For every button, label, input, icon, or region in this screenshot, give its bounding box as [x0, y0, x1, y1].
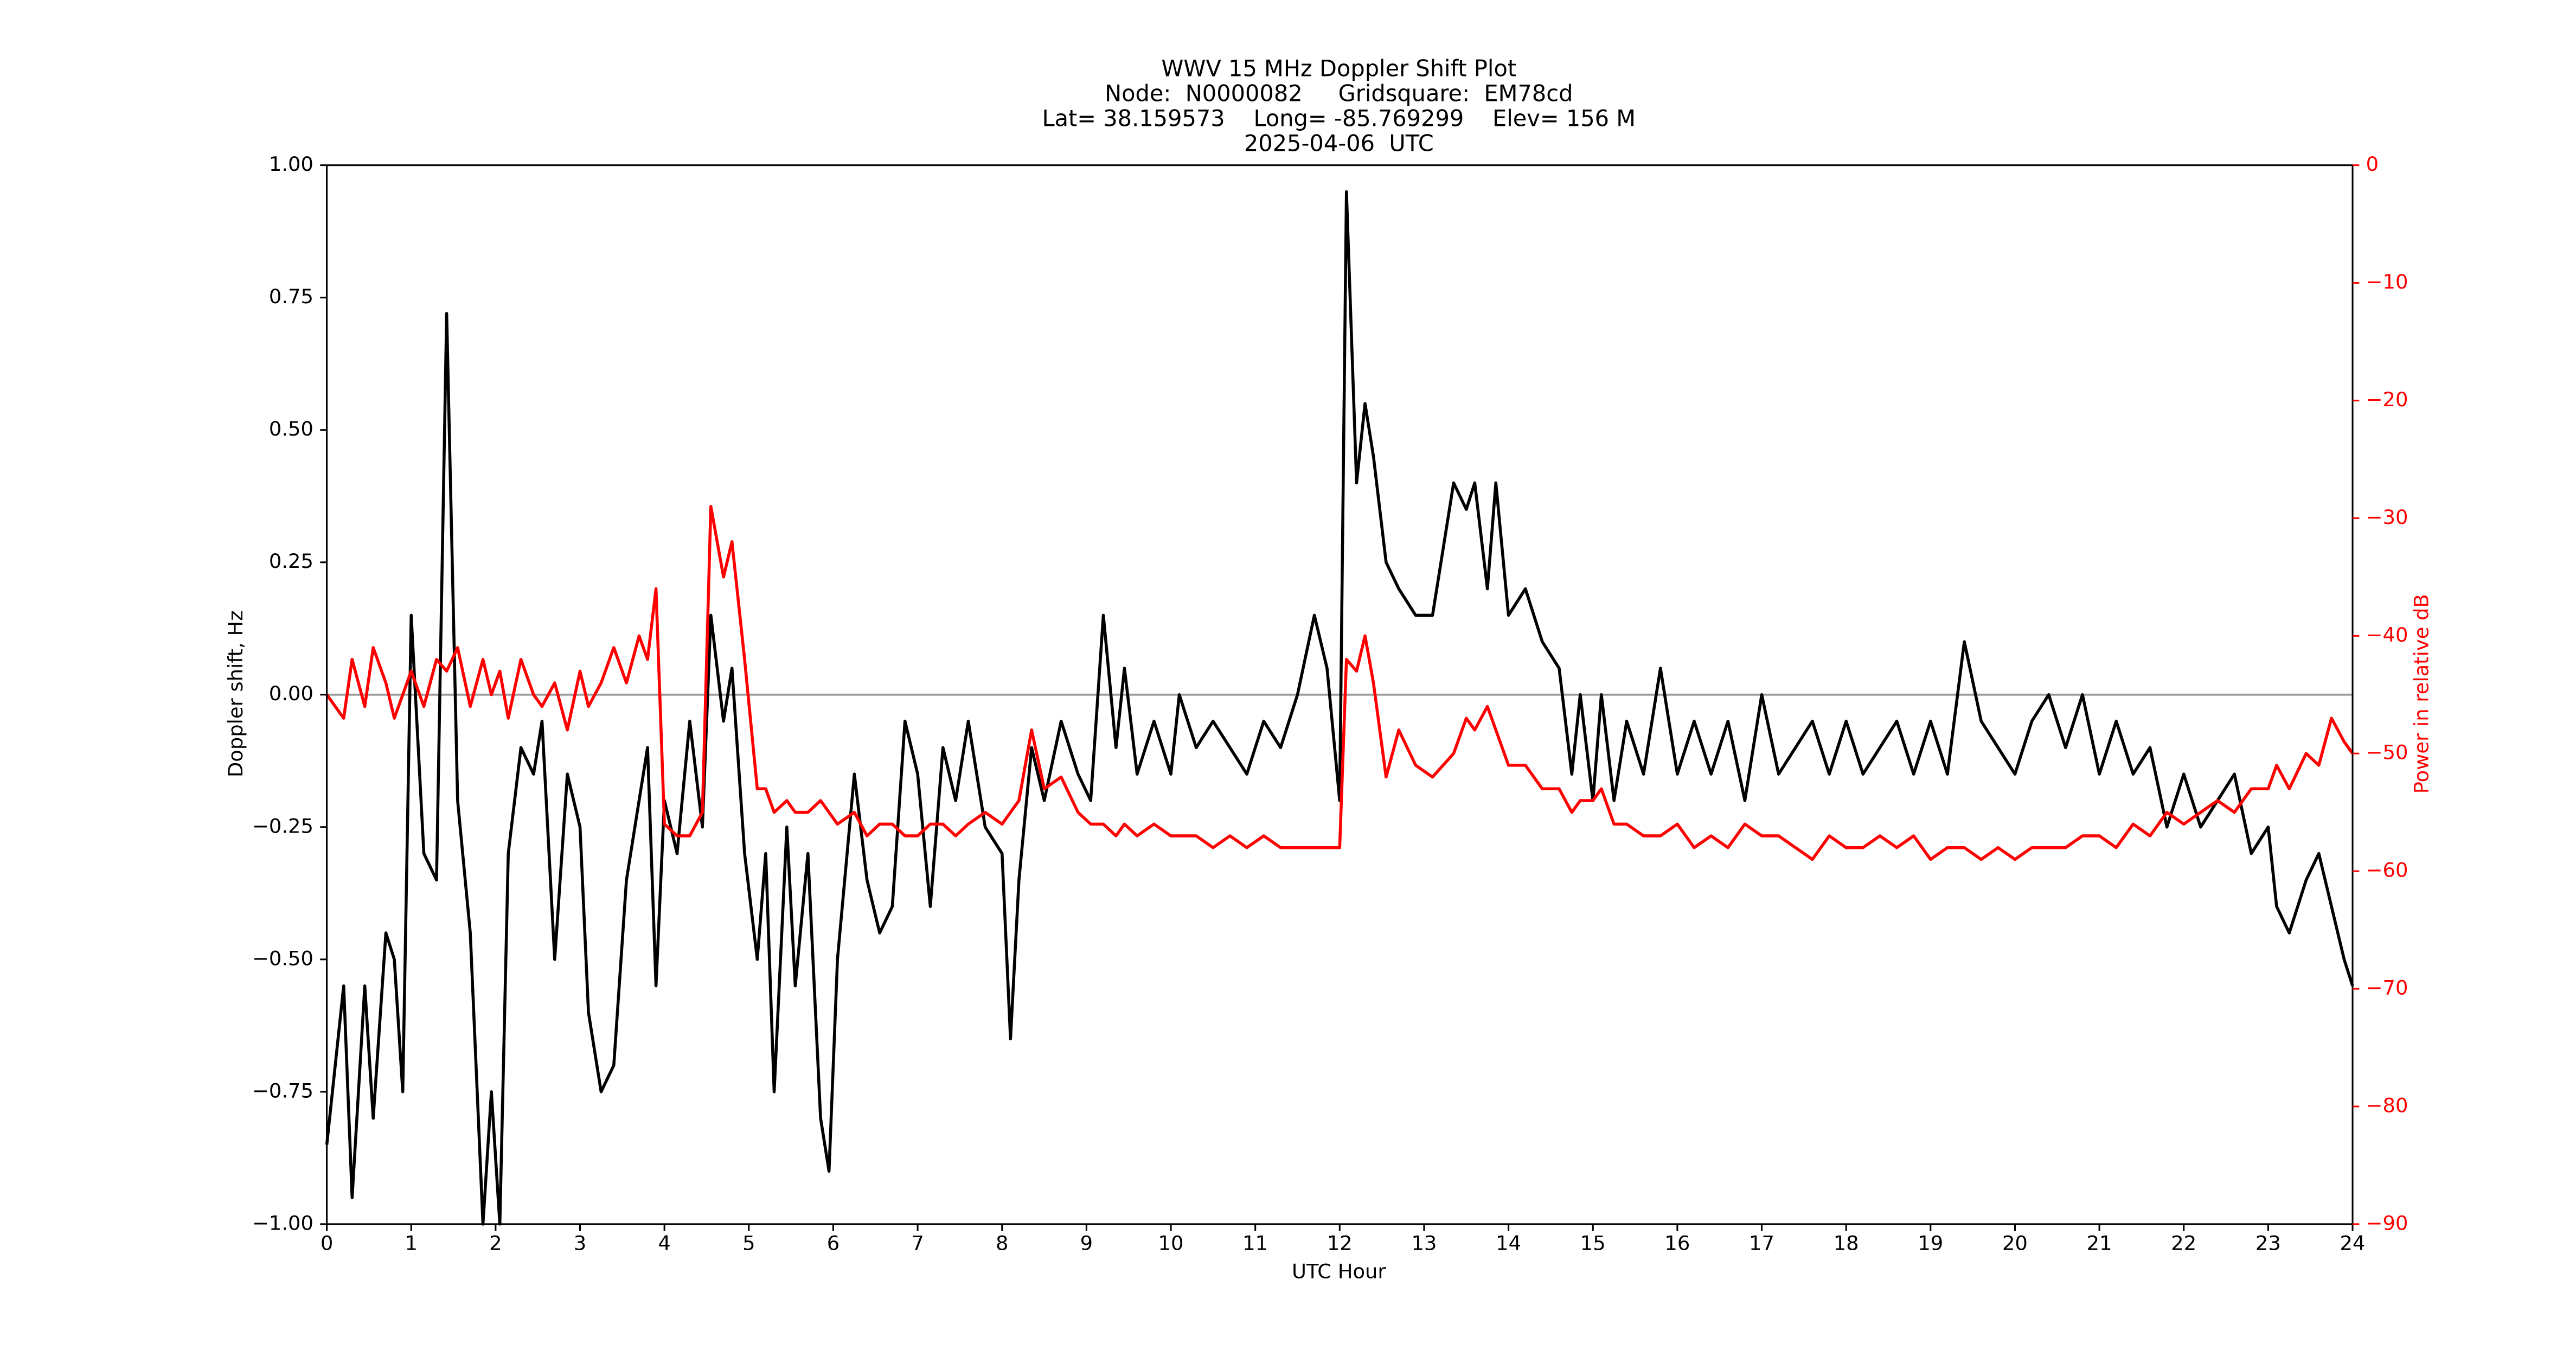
x-tick-label: 9: [1080, 1231, 1093, 1255]
y-tick-label: −0.25: [252, 814, 313, 837]
x-tick-label: 7: [911, 1231, 924, 1255]
x-tick-label: 0: [321, 1231, 333, 1255]
y-tick-label: 0.50: [269, 417, 313, 440]
data-line: [325, 504, 2354, 861]
data-line: [325, 190, 2354, 1226]
x-tick-label: 10: [1158, 1231, 1184, 1255]
y-tick-label: 0.75: [269, 285, 313, 308]
y2-tick-label: −80: [2366, 1093, 2408, 1117]
x-tick-label: 14: [1496, 1231, 1521, 1255]
title-line: Node: N0000082 Gridsquare: EM78cd: [1105, 80, 1573, 106]
x-axis-label: UTC Hour: [1292, 1260, 1386, 1283]
y2-axis-label: Power in relative dB: [2410, 594, 2433, 794]
x-tick-label: 16: [1664, 1231, 1690, 1255]
x-tick-label: 1: [405, 1231, 417, 1255]
title-line: Lat= 38.159573 Long= -85.769299 Elev= 15…: [1042, 105, 1636, 132]
x-tick-label: 20: [2002, 1231, 2028, 1255]
y2-tick-label: 0: [2366, 152, 2379, 176]
y-tick-label: −1.00: [252, 1211, 313, 1235]
title-line: WWV 15 MHz Doppler Shift Plot: [1161, 55, 1516, 81]
y2-tick-label: −60: [2366, 859, 2408, 882]
x-tick-label: 4: [658, 1231, 670, 1255]
y2-tick-label: −30: [2366, 506, 2408, 529]
y-tick-label: −0.50: [252, 946, 313, 970]
y2-tick-label: −40: [2366, 623, 2408, 647]
y2-tick-label: −10: [2366, 270, 2408, 293]
x-tick-label: 11: [1242, 1231, 1268, 1255]
x-tick-label: 24: [2340, 1231, 2366, 1255]
y2-tick-label: −90: [2366, 1211, 2408, 1235]
x-tick-label: 23: [2255, 1231, 2281, 1255]
y-tick-label: 0.25: [269, 549, 313, 573]
x-tick-label: 21: [2087, 1231, 2112, 1255]
x-tick-label: 6: [827, 1231, 840, 1255]
x-tick-label: 17: [1749, 1231, 1774, 1255]
x-tick-label: 19: [1918, 1231, 1943, 1255]
x-tick-label: 3: [574, 1231, 586, 1255]
x-tick-label: 2: [489, 1231, 502, 1255]
x-tick-label: 5: [742, 1231, 755, 1255]
y-axis-label: Doppler shift, Hz: [224, 610, 247, 777]
x-tick-label: 22: [2171, 1231, 2196, 1255]
title-line: 2025-04-06 UTC: [1244, 130, 1434, 157]
y2-tick-label: −70: [2366, 976, 2408, 1000]
y2-tick-label: −20: [2366, 388, 2408, 411]
y-tick-label: 1.00: [269, 152, 313, 176]
y2-tick-label: −50: [2366, 741, 2408, 764]
x-tick-label: 15: [1580, 1231, 1606, 1255]
y-tick-label: 0.00: [269, 682, 313, 705]
x-tick-label: 12: [1327, 1231, 1353, 1255]
x-tick-label: 8: [996, 1231, 1008, 1255]
x-tick-label: 13: [1411, 1231, 1437, 1255]
y-tick-label: −0.75: [252, 1079, 313, 1102]
x-tick-label: 18: [1834, 1231, 1859, 1255]
